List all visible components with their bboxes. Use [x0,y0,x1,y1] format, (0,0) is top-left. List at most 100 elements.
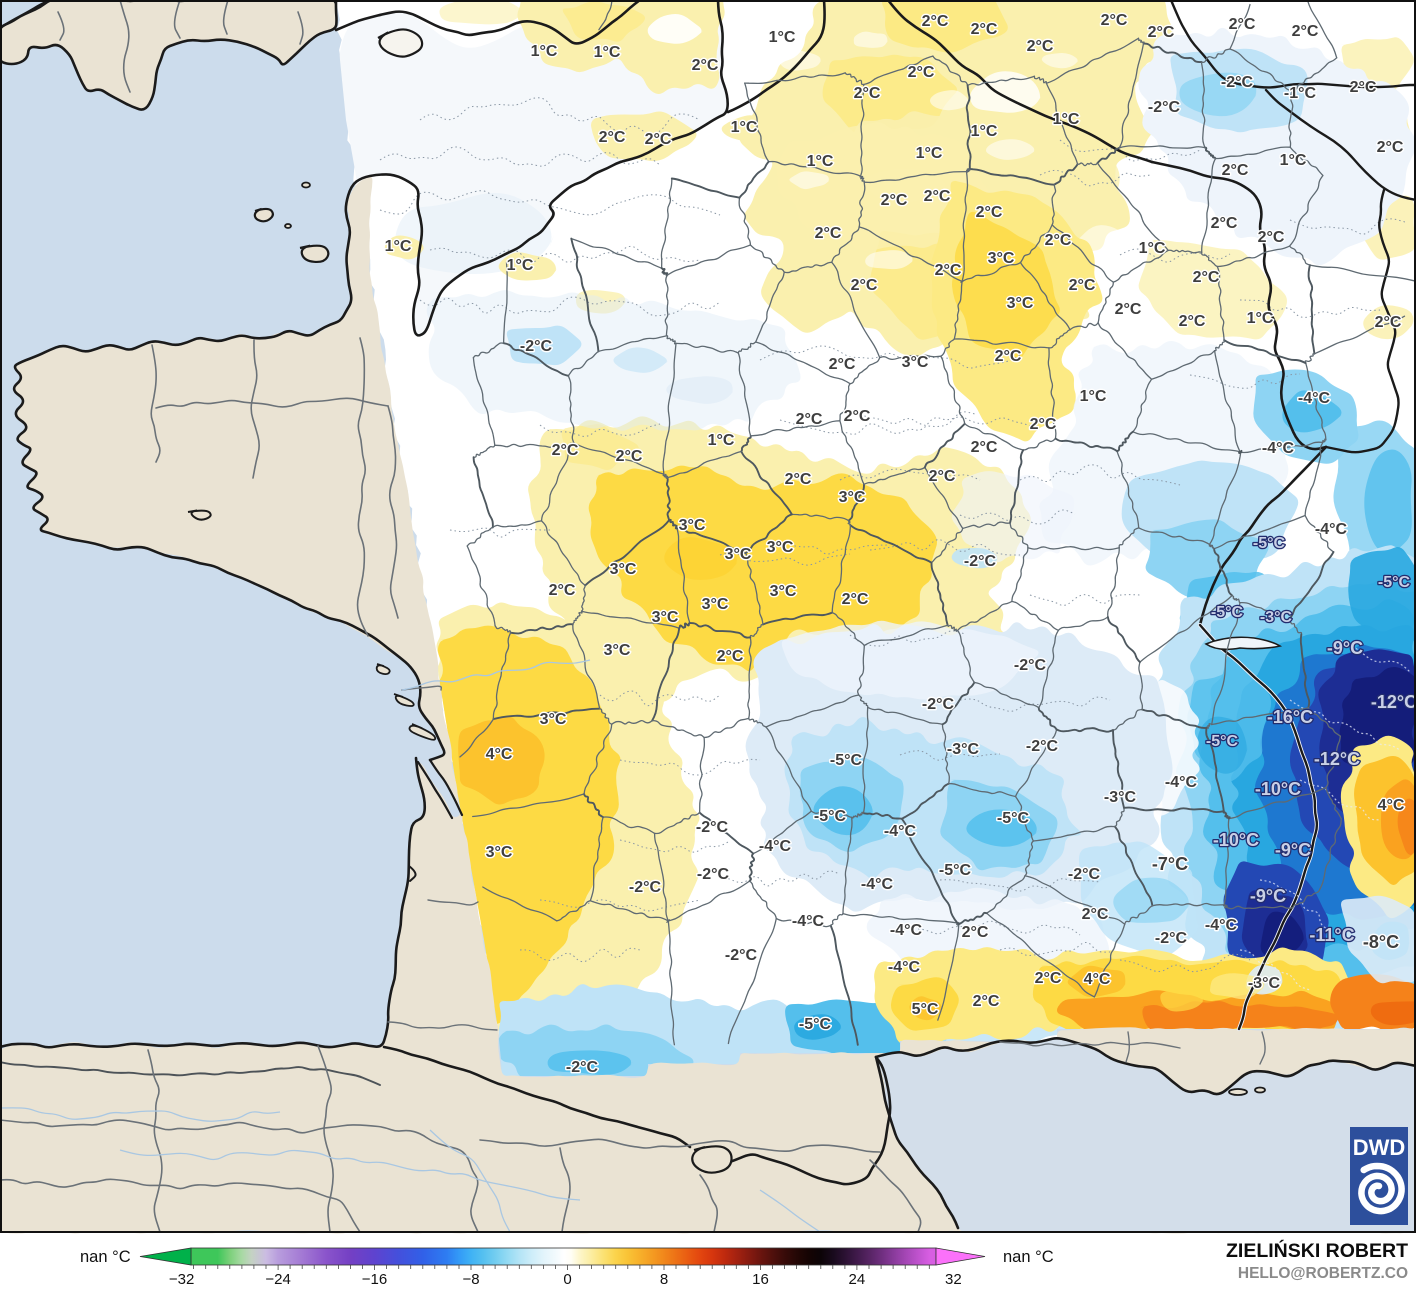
svg-text:2°C: 2°C [908,64,935,81]
svg-text:2°C: 2°C [1148,24,1175,41]
svg-text:24: 24 [849,1271,866,1287]
svg-text:3°C: 3°C [652,609,679,626]
svg-text:2°C: 2°C [1069,277,1096,294]
svg-text:-3°C: -3°C [1260,609,1293,626]
svg-text:2°C: 2°C [995,348,1022,365]
svg-text:−24: −24 [265,1271,290,1287]
svg-text:−32: −32 [169,1271,194,1287]
svg-text:-3°C: -3°C [947,741,980,758]
svg-text:-5°C: -5°C [1253,535,1286,552]
svg-text:-16°C: -16°C [1267,707,1313,727]
svg-text:1°C: 1°C [916,145,943,162]
svg-text:2°C: 2°C [854,85,881,102]
svg-text:2°C: 2°C [929,468,956,485]
svg-text:-2°C: -2°C [1155,930,1188,947]
svg-text:−8: −8 [462,1271,479,1287]
svg-text:8: 8 [660,1271,668,1287]
svg-text:1°C: 1°C [385,238,412,255]
svg-text:2°C: 2°C [1222,162,1249,179]
svg-text:-7°C: -7°C [1152,854,1188,874]
svg-text:2°C: 2°C [1115,301,1142,318]
svg-text:1°C: 1°C [1247,310,1274,327]
svg-text:2°C: 2°C [692,57,719,74]
svg-text:2°C: 2°C [1292,23,1319,40]
svg-text:3°C: 3°C [486,844,513,861]
svg-text:-2°C: -2°C [1068,866,1101,883]
svg-text:-9°C: -9°C [1275,840,1311,860]
svg-text:2°C: 2°C [971,21,998,38]
svg-text:-5°C: -5°C [939,862,972,879]
svg-text:1°C: 1°C [1080,388,1107,405]
svg-text:2°C: 2°C [1258,229,1285,246]
svg-text:2°C: 2°C [842,591,869,608]
svg-text:-4°C: -4°C [1165,774,1198,791]
svg-text:3°C: 3°C [1007,295,1034,312]
svg-text:2°C: 2°C [1035,970,1062,987]
svg-text:2°C: 2°C [1375,314,1402,331]
svg-text:2°C: 2°C [1350,79,1377,96]
svg-text:3°C: 3°C [702,596,729,613]
svg-text:-2°C: -2°C [922,696,955,713]
svg-text:-4°C: -4°C [1315,521,1348,538]
svg-text:2°C: 2°C [976,204,1003,221]
svg-text:-12°C: -12°C [1314,749,1360,769]
svg-text:-1°C: -1°C [1284,85,1317,102]
svg-text:-4°C: -4°C [1205,917,1238,934]
svg-text:0: 0 [563,1271,571,1287]
svg-text:-2°C: -2°C [566,1059,599,1076]
svg-text:2°C: 2°C [1377,139,1404,156]
svg-text:-2°C: -2°C [1026,738,1059,755]
svg-text:-5°C: -5°C [814,808,847,825]
svg-text:-4°C: -4°C [792,913,825,930]
svg-text:2°C: 2°C [552,442,579,459]
svg-text:1°C: 1°C [1053,111,1080,128]
svg-text:4°C: 4°C [1084,971,1111,988]
svg-text:-2°C: -2°C [520,338,553,355]
svg-text:2°C: 2°C [1030,416,1057,433]
svg-text:2°C: 2°C [829,356,856,373]
svg-text:-2°C: -2°C [696,819,729,836]
svg-text:-5°C: -5°C [799,1016,832,1033]
svg-text:2°C: 2°C [1179,313,1206,330]
svg-text:2°C: 2°C [935,262,962,279]
svg-text:nan °C: nan °C [80,1248,131,1266]
svg-text:3°C: 3°C [725,546,752,563]
svg-text:1°C: 1°C [594,44,621,61]
svg-text:2°C: 2°C [973,993,1000,1010]
svg-text:2°C: 2°C [599,129,626,146]
svg-text:-4°C: -4°C [884,823,917,840]
svg-text:-5°C: -5°C [1211,604,1244,621]
svg-text:−16: −16 [362,1271,387,1287]
svg-text:4°C: 4°C [1378,797,1405,814]
svg-text:2°C: 2°C [922,13,949,30]
svg-text:2°C: 2°C [1211,215,1238,232]
svg-text:2°C: 2°C [796,411,823,428]
svg-text:-2°C: -2°C [1221,74,1254,91]
svg-text:2°C: 2°C [549,582,576,599]
svg-text:-4°C: -4°C [861,876,894,893]
svg-text:2°C: 2°C [785,471,812,488]
svg-text:-4°C: -4°C [1298,390,1331,407]
svg-text:-8°C: -8°C [1363,932,1399,952]
svg-text:-9°C: -9°C [1250,886,1286,906]
svg-text:3°C: 3°C [604,642,631,659]
svg-text:-2°C: -2°C [629,879,662,896]
svg-text:-2°C: -2°C [725,947,758,964]
svg-text:2°C: 2°C [1101,12,1128,29]
svg-text:-5°C: -5°C [1206,733,1239,750]
svg-text:3°C: 3°C [902,354,929,371]
svg-text:-2°C: -2°C [1014,657,1047,674]
svg-text:3°C: 3°C [610,561,637,578]
svg-text:-4°C: -4°C [1262,440,1295,457]
svg-text:-5°C: -5°C [1378,574,1411,591]
svg-text:2°C: 2°C [1082,906,1109,923]
svg-text:DWD: DWD [1353,1135,1406,1160]
svg-text:nan °C: nan °C [1003,1248,1054,1266]
svg-text:1°C: 1°C [531,43,558,60]
svg-text:2°C: 2°C [1229,16,1256,33]
svg-text:-5°C: -5°C [830,752,863,769]
svg-text:2°C: 2°C [1045,232,1072,249]
svg-text:3°C: 3°C [679,517,706,534]
svg-text:-5°C: -5°C [997,810,1030,827]
svg-text:-2°C: -2°C [697,866,730,883]
